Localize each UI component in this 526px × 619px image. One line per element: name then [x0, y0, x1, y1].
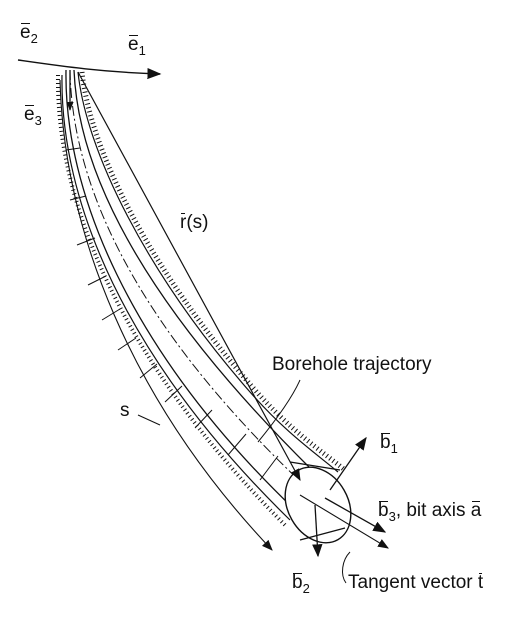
arc-length-s — [59, 79, 273, 551]
label-tangent-text: Tangent vector — [348, 572, 478, 593]
label-b1-sub: 1 — [390, 441, 398, 456]
trajectory-centerline — [69, 69, 321, 501]
label-e1-sub: 1 — [138, 43, 146, 58]
inner-wall-hatch — [55, 74, 287, 527]
label-borehole-trajectory: Borehole trajectory — [272, 354, 432, 375]
inner-wall-line — [61, 74, 291, 521]
label-b2-vec: b — [292, 572, 303, 593]
label-e3: e3 — [24, 104, 42, 128]
bit-body-top — [289, 461, 341, 471]
label-e2: e2 — [20, 22, 38, 46]
label-b3-bit-axis: b3, bit axis a — [378, 500, 482, 524]
label-b1-vec: b — [380, 432, 391, 453]
arc-length-s-leader — [137, 414, 161, 426]
drill-string-segments — [65, 147, 279, 481]
label-e3-sub: 3 — [34, 113, 42, 128]
label-a-vec: a — [470, 500, 482, 521]
label-tangent-vector: Tangent vector t — [348, 572, 483, 594]
label-b3-sub: 3 — [388, 509, 396, 524]
label-b3-vec: b — [378, 500, 389, 521]
label-s: s — [120, 400, 130, 421]
vector-b3 — [324, 497, 387, 533]
bit-body-bottom — [299, 527, 346, 541]
label-e1-vec: e — [128, 34, 139, 55]
outer-wall-hatch — [79, 71, 347, 472]
position-vector-r — [77, 71, 301, 482]
bit-face — [284, 466, 352, 544]
label-b3-rest: , bit axis — [395, 500, 471, 521]
vector-b2 — [312, 504, 323, 558]
label-e1: e1 — [128, 34, 146, 58]
label-b2-sub: 2 — [302, 581, 310, 596]
drill-string-left — [65, 69, 296, 511]
label-t-vec: t — [477, 572, 484, 593]
vector-b1 — [329, 436, 367, 491]
tangent-leader — [342, 551, 351, 584]
label-b2: b2 — [292, 572, 310, 596]
label-e3-vec: e — [24, 104, 35, 125]
drill-string-right — [73, 69, 313, 471]
outer-wall-line — [77, 71, 339, 473]
label-b1: b1 — [380, 432, 398, 456]
borehole-leader — [257, 379, 301, 443]
label-r-rest: (s) — [186, 212, 209, 233]
label-e2-sub: 2 — [30, 31, 38, 46]
label-r-s: r(s) — [180, 212, 208, 234]
axis-e1 — [17, 59, 162, 80]
tangent-vector-t — [299, 494, 389, 549]
label-r-vec: r — [180, 212, 187, 233]
label-e2-vec: e — [20, 22, 31, 43]
